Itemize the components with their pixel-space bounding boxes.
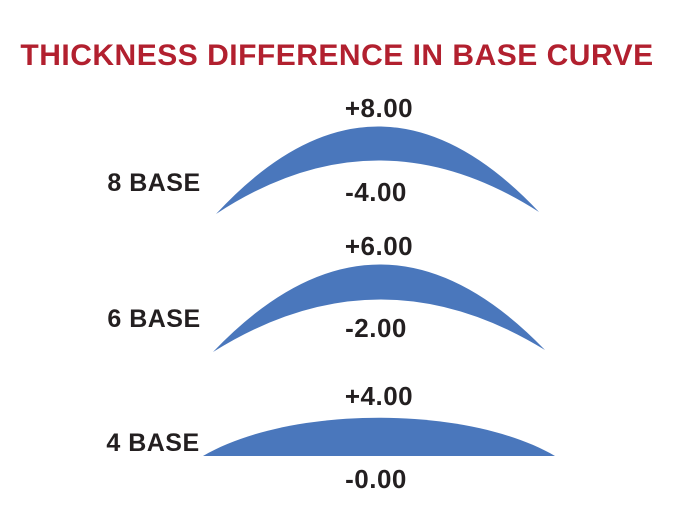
front-power-4-base: +4.00	[344, 381, 414, 411]
base-label-6-base: 6 BASE	[107, 305, 201, 333]
back-power-4-base: -0.00	[345, 464, 407, 494]
back-power-8-base: -4.00	[345, 177, 407, 207]
base-label-8-base: 8 BASE	[107, 169, 201, 197]
front-power-6-base: +6.00	[344, 231, 414, 261]
front-power-8-base: +8.00	[344, 93, 414, 123]
lens-cross-section-8-base-icon	[216, 126, 539, 214]
lens-cross-section-6-base-icon	[213, 264, 545, 352]
lens-cross-section-4-base-icon	[203, 417, 555, 456]
back-power-6-base: -2.00	[345, 313, 407, 343]
base-label-4-base: 4 BASE	[106, 429, 200, 457]
page-title: THICKNESS DIFFERENCE IN BASE CURVE	[20, 39, 654, 72]
